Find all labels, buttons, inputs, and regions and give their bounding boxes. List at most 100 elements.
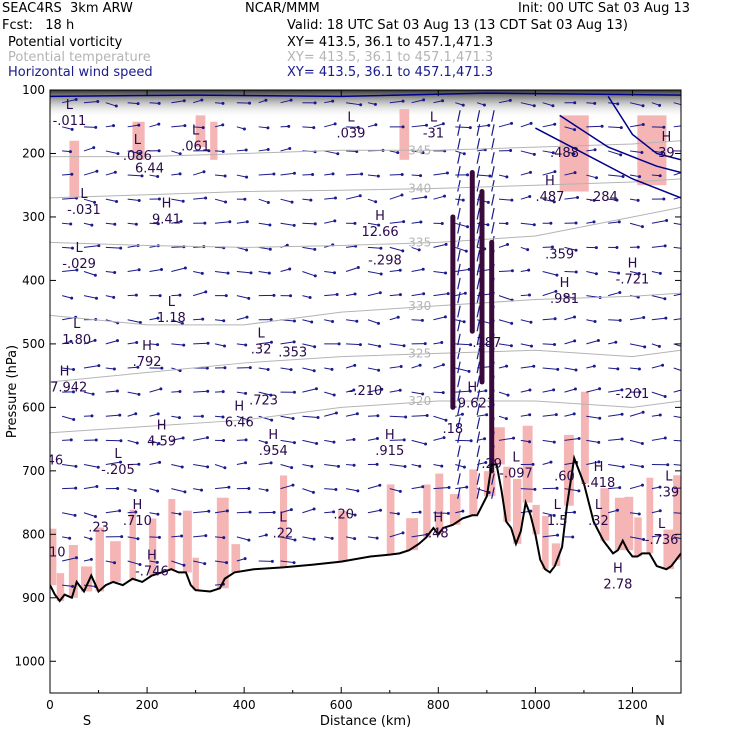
wind-vector-head — [249, 271, 253, 275]
pv-extremum-value: 46 — [47, 454, 64, 469]
wind-vector-head — [533, 487, 537, 491]
wind-vector-head — [311, 173, 315, 177]
wind-vector-head — [379, 272, 383, 276]
wind-vector — [411, 391, 423, 395]
wind-vector-head — [618, 318, 622, 322]
wind-vector — [324, 197, 336, 200]
wind-vector — [83, 198, 95, 203]
wind-vector — [389, 294, 401, 297]
wind-vector-head — [222, 344, 226, 348]
wind-vector — [564, 462, 577, 465]
wind-vector-head — [621, 465, 625, 469]
wind-vector-head — [506, 393, 510, 397]
wind-vector — [608, 319, 621, 321]
pv-extremum-value: -31 — [423, 127, 444, 142]
wind-vector — [214, 510, 228, 514]
wind-vector-head — [510, 198, 514, 202]
wind-vector — [127, 560, 141, 566]
wind-vector-head — [289, 294, 293, 298]
wind-vector — [149, 123, 159, 128]
wind-vector-head — [178, 369, 182, 373]
updraft-vector — [457, 417, 461, 430]
wind-vector — [214, 343, 225, 347]
wind-vector-head — [313, 247, 317, 251]
wind-vector — [411, 221, 421, 224]
wind-vector — [324, 391, 335, 396]
wind-vector-head — [178, 512, 182, 516]
wind-vector — [520, 319, 532, 323]
wind-vector-head — [528, 388, 532, 392]
wind-vector-head — [641, 465, 645, 469]
updraft-vector — [476, 263, 481, 276]
wind-vector-head — [245, 315, 249, 319]
wind-vector-head — [134, 293, 138, 297]
wind-vector-head — [660, 151, 664, 155]
wind-vector — [542, 271, 558, 276]
wind-vector — [83, 245, 99, 248]
pv-extremum-value: 1.5 — [547, 514, 568, 529]
x-end-label-south: S — [83, 714, 91, 729]
wind-vector-head — [90, 414, 94, 418]
pv-extremum-marker: H — [560, 276, 570, 291]
wind-vector-head — [264, 533, 268, 537]
wind-vector-head — [403, 465, 407, 469]
pv-extremum-value: 4.59 — [147, 435, 176, 450]
wind-vector — [586, 339, 599, 345]
wind-vector-head — [358, 343, 362, 347]
wind-vector — [367, 536, 378, 539]
wind-vector — [171, 267, 186, 273]
wind-vector — [608, 221, 620, 224]
wind-vector — [258, 271, 270, 274]
pv-shade-cell — [399, 109, 410, 160]
wind-vector-head — [642, 316, 646, 320]
wind-vector — [673, 246, 681, 249]
updraft-vector — [457, 333, 461, 346]
wind-vector-head — [179, 219, 183, 223]
pv-extremum-marker: H — [234, 400, 244, 415]
wind-vector-head — [441, 122, 445, 126]
wind-vector — [433, 364, 444, 369]
plot-frame — [49, 89, 682, 694]
wind-vector — [586, 271, 597, 275]
theta-contour-label: 325 — [408, 346, 431, 360]
pv-shade-cell — [493, 427, 505, 465]
updraft-vector — [457, 431, 461, 444]
wind-vector — [236, 511, 251, 514]
pv-shade-cell — [129, 509, 136, 579]
wind-vector-head — [113, 561, 117, 565]
wind-vector — [127, 150, 141, 155]
wind-vector-head — [137, 123, 141, 127]
updraft-vector — [476, 445, 481, 458]
wind-vector-head — [93, 338, 97, 342]
wind-vector-head — [331, 99, 335, 103]
wind-vector — [608, 174, 624, 177]
wind-vector — [520, 488, 535, 490]
wind-vector-head — [532, 364, 536, 368]
wind-vector — [455, 246, 467, 252]
wind-vector-head — [70, 246, 74, 250]
wind-vector — [171, 246, 184, 248]
wind-vector — [498, 198, 512, 201]
wind-vector-head — [222, 439, 226, 443]
center-title: NCAR/MMM — [245, 1, 320, 16]
wind-vector-head — [91, 392, 95, 396]
wind-vector — [171, 560, 185, 566]
wind-vector — [651, 220, 667, 224]
updraft-vector — [476, 333, 481, 346]
theta-contour-label: 335 — [408, 235, 431, 249]
wind-vector — [258, 367, 269, 370]
wind-vector-head — [532, 152, 536, 156]
wind-vector — [258, 198, 269, 203]
updraft-vector — [457, 277, 461, 290]
wind-vector — [214, 486, 229, 490]
wind-vector — [411, 486, 423, 490]
wind-vector — [324, 220, 335, 224]
wind-vector-head — [68, 536, 72, 540]
wind-vector — [651, 391, 666, 397]
wind-vector-head — [156, 343, 160, 347]
wind-vector — [62, 512, 76, 516]
model-title: SEAC4RS 3km ARW — [2, 1, 133, 16]
valid-time: Valid: 18 UTC Sat 03 Aug 13 (13 CDT Sat … — [287, 18, 628, 33]
y-tick-label: 100 — [22, 83, 45, 97]
